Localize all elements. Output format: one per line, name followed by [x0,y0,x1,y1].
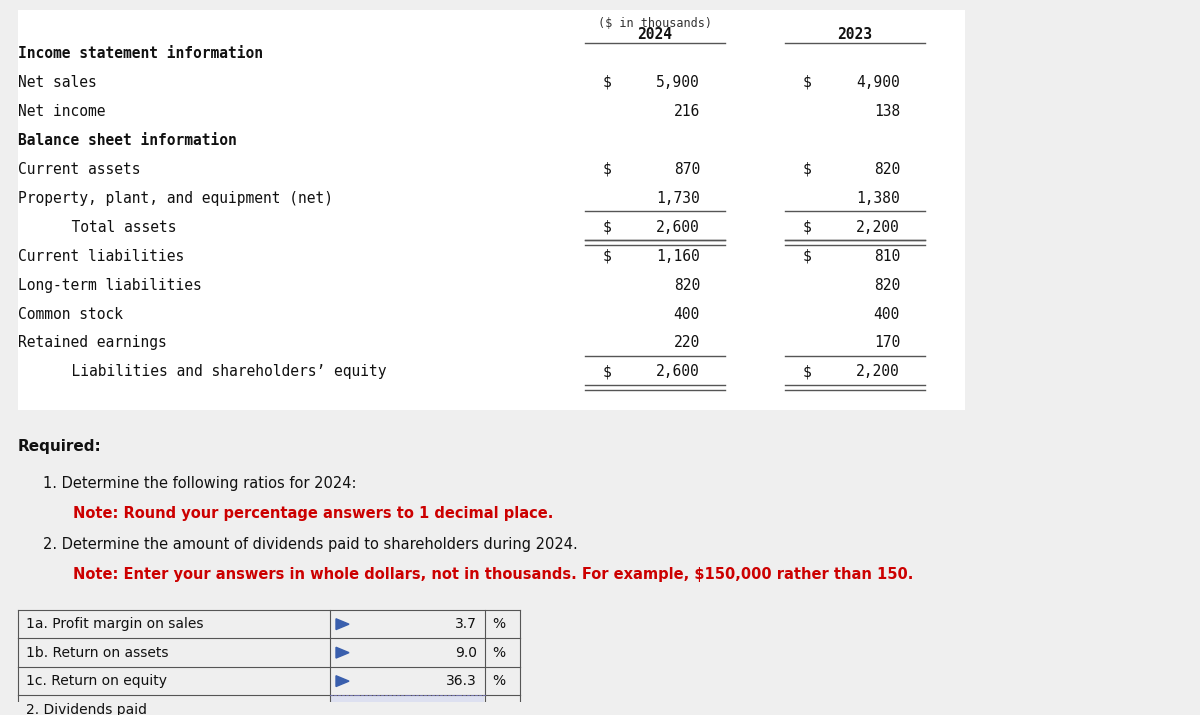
Text: 170: 170 [874,335,900,350]
Text: 4,900: 4,900 [857,75,900,90]
Text: Current assets: Current assets [18,162,140,177]
Text: 1,730: 1,730 [656,191,700,206]
Text: %: % [492,646,505,660]
Text: $: $ [803,75,811,90]
Text: 1a. Profit margin on sales: 1a. Profit margin on sales [26,617,204,631]
Text: Note: Round your percentage answers to 1 decimal place.: Note: Round your percentage answers to 1… [73,506,553,521]
Text: 5,900: 5,900 [656,75,700,90]
Text: 2. Determine the amount of dividends paid to shareholders during 2024.: 2. Determine the amount of dividends pai… [43,537,577,552]
Text: 400: 400 [874,307,900,322]
Text: 2,600: 2,600 [656,220,700,235]
Text: 820: 820 [673,277,700,292]
Text: Note: Enter your answers in whole dollars, not in thousands. For example, $150,0: Note: Enter your answers in whole dollar… [73,567,913,582]
Text: Current liabilities: Current liabilities [18,249,185,264]
Polygon shape [336,647,349,658]
Text: $: $ [602,220,612,235]
Text: 138: 138 [874,104,900,119]
Text: Net sales: Net sales [18,75,97,90]
Text: Retained earnings: Retained earnings [18,335,167,350]
Polygon shape [336,676,349,686]
Text: $: $ [602,249,612,264]
Text: 2,600: 2,600 [656,365,700,380]
Text: $: $ [803,162,811,177]
FancyBboxPatch shape [331,696,484,715]
Text: $: $ [803,365,811,380]
Text: 220: 220 [673,335,700,350]
Text: Property, plant, and equipment (net): Property, plant, and equipment (net) [18,191,334,206]
Text: %: % [492,674,505,688]
Text: $: $ [602,162,612,177]
Text: Total assets: Total assets [54,220,176,235]
Text: 216: 216 [673,104,700,119]
Text: 2,200: 2,200 [857,365,900,380]
Text: Common stock: Common stock [18,307,124,322]
Text: 1c. Return on equity: 1c. Return on equity [26,674,167,688]
Text: $: $ [803,220,811,235]
Text: 36.3: 36.3 [446,674,476,688]
FancyBboxPatch shape [18,10,965,410]
Text: Long-term liabilities: Long-term liabilities [18,277,202,292]
Text: 870: 870 [673,162,700,177]
Polygon shape [336,618,349,630]
Text: 810: 810 [874,249,900,264]
Text: Income statement information: Income statement information [18,46,263,61]
Text: %: % [492,617,505,631]
Text: ($ in thousands): ($ in thousands) [598,17,712,30]
Text: 820: 820 [874,162,900,177]
Text: 820: 820 [874,277,900,292]
Text: 2. Dividends paid: 2. Dividends paid [26,703,148,715]
Text: Balance sheet information: Balance sheet information [18,133,236,148]
Text: $: $ [602,365,612,380]
Text: 1,160: 1,160 [656,249,700,264]
Text: 2,200: 2,200 [857,220,900,235]
Text: 3.7: 3.7 [455,617,476,631]
Text: Required:: Required: [18,439,102,454]
Text: 2023: 2023 [838,27,872,42]
Text: $: $ [803,249,811,264]
Text: 9.0: 9.0 [455,646,476,660]
Text: 1. Determine the following ratios for 2024:: 1. Determine the following ratios for 20… [43,476,356,491]
Text: 2024: 2024 [637,27,672,42]
Text: Net income: Net income [18,104,106,119]
Text: 1b. Return on assets: 1b. Return on assets [26,646,168,660]
Text: 1,380: 1,380 [857,191,900,206]
Text: Liabilities and shareholders’ equity: Liabilities and shareholders’ equity [54,365,386,380]
Text: 400: 400 [673,307,700,322]
Text: $: $ [602,75,612,90]
